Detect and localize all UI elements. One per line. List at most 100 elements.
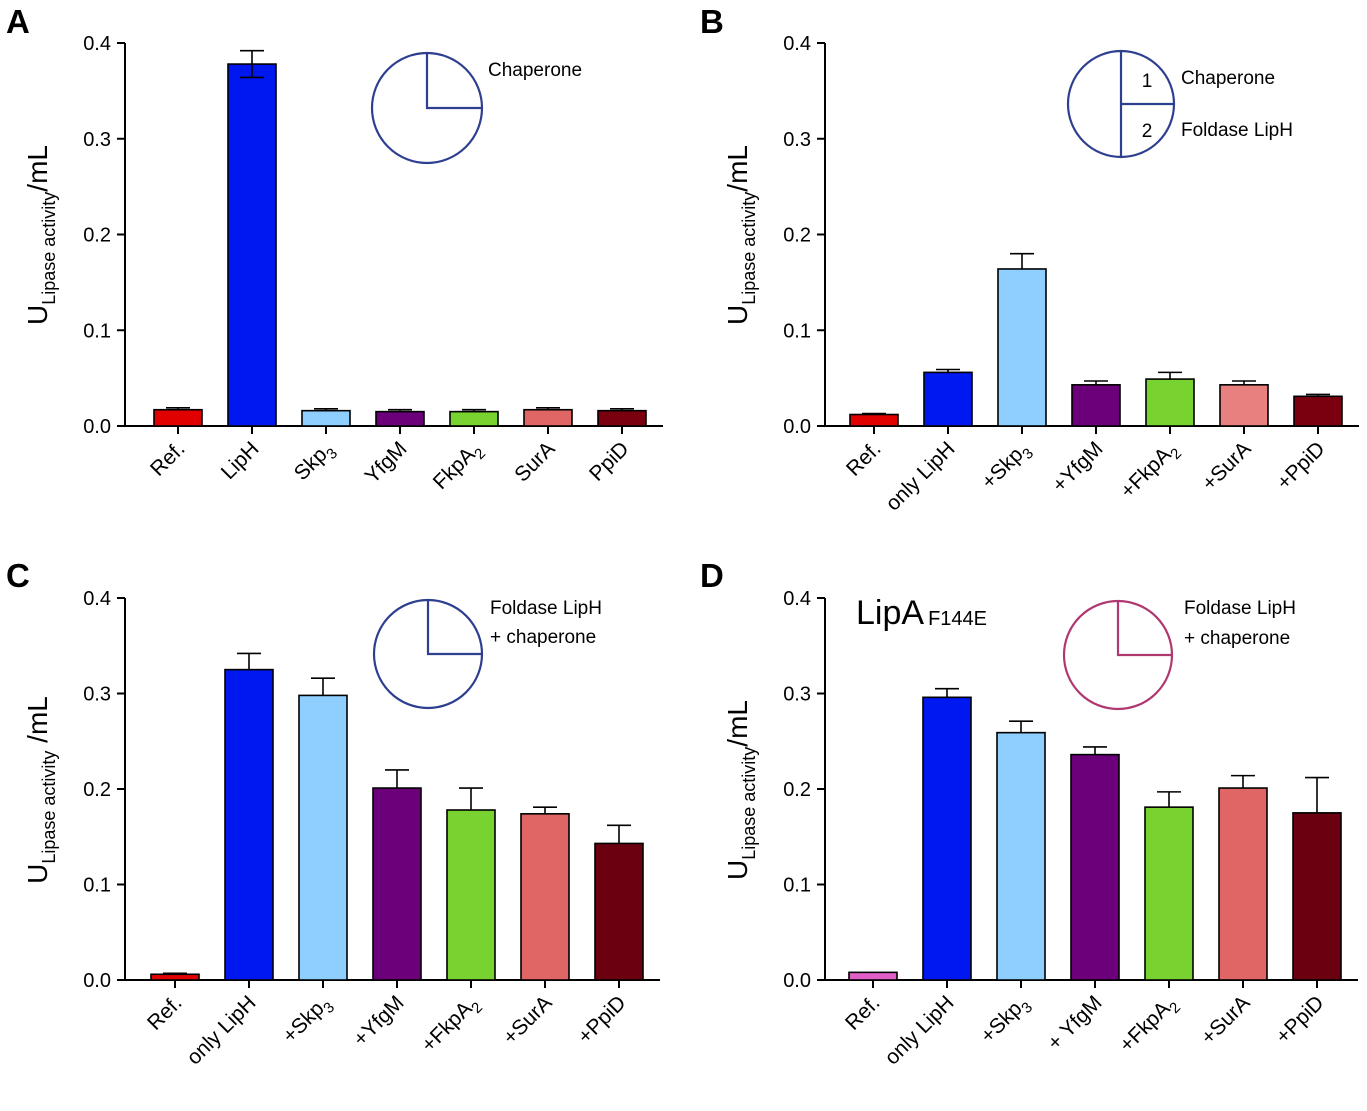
panel-label: C	[6, 557, 30, 594]
bar-7	[1293, 395, 1343, 427]
legend-label: Foldase LipH	[1181, 120, 1293, 141]
panel-label: B	[700, 3, 724, 40]
bar-4	[375, 410, 425, 427]
chart-panel-b: B 0.0 0.1 0.2 0.3 0.4 ULipase activity/mL Ref.o…	[700, 3, 1359, 515]
bar-4	[1070, 753, 1120, 981]
x-tick-label: +SurA	[1197, 991, 1255, 1049]
x-tick-label: Ref.	[841, 991, 884, 1034]
y-tick-label: 0.0	[83, 970, 111, 992]
bar-5	[446, 809, 496, 981]
bar-3	[996, 731, 1046, 981]
legend-label: Foldase LipH	[1184, 598, 1296, 619]
y-tick-label: 0.2	[83, 225, 111, 247]
bar-1	[153, 408, 203, 427]
bar-3	[298, 694, 348, 981]
x-tick-label: YfgM	[361, 437, 412, 488]
y-axis-label: ULipase activity/mL	[22, 145, 59, 325]
x-tick-label: + YfgM	[1043, 991, 1106, 1054]
y-tick-label: 0.1	[83, 875, 111, 897]
y-tick-label: 0.1	[783, 320, 811, 342]
x-tick-label: +YfgM	[1048, 437, 1108, 497]
panel-label: D	[700, 557, 724, 594]
y-tick-label: 0.2	[783, 225, 811, 247]
bar-1	[150, 973, 200, 981]
x-tick-label: +Skp3	[977, 437, 1037, 497]
bar-3	[301, 409, 351, 427]
legend-pie-slice	[425, 53, 482, 110]
x-tick-label: +PpiD	[1272, 437, 1329, 494]
y-tick-label: 0.1	[783, 875, 811, 897]
bar-2	[227, 63, 277, 427]
chart-panel-c: C 0.0 0.1 0.2 0.3 0.4 ULipase activity /mL Ref.…	[6, 557, 660, 1069]
legend-number: 2	[1142, 121, 1153, 142]
y-tick-label: 0.1	[83, 320, 111, 342]
bar-7	[597, 409, 647, 427]
y-axis-label: ULipase activity /mL	[22, 696, 59, 884]
y-tick-label: 0.0	[83, 416, 111, 438]
bar-4	[372, 787, 422, 981]
x-tick-label: +PpiD	[1271, 991, 1328, 1048]
y-tick-label: 0.3	[783, 129, 811, 151]
x-tick-label: +YfgM	[349, 991, 409, 1051]
bar-6	[520, 813, 570, 981]
bar-4	[1071, 384, 1121, 427]
x-tick-label: FkpA2	[429, 437, 489, 497]
bar-6	[523, 408, 573, 427]
bar-1	[848, 971, 898, 981]
chart-panel-d: D 0.0 0.1 0.2 0.3 0.4 ULipase activity/mL Ref.o…	[700, 557, 1358, 1069]
x-tick-label: +FkpA2	[1116, 437, 1185, 506]
x-tick-label: +FkpA2	[417, 991, 486, 1060]
y-tick-label: 0.4	[83, 588, 111, 610]
legend-label: + chaperone	[1184, 628, 1290, 649]
bar-6	[1219, 384, 1269, 427]
bar-5	[1144, 806, 1194, 981]
y-tick-label: 0.0	[783, 970, 811, 992]
x-tick-label: +SurA	[499, 991, 557, 1049]
bar-7	[1292, 812, 1342, 981]
y-tick-label: 0.3	[83, 684, 111, 706]
legend-label: + chaperone	[490, 627, 596, 648]
legend-label: Foldase LipH	[490, 598, 602, 619]
y-axis-label: ULipase activity/mL	[722, 700, 759, 880]
bar-1	[849, 413, 899, 427]
y-tick-label: 0.4	[83, 33, 111, 55]
y-tick-label: 0.3	[83, 129, 111, 151]
bar-5	[449, 410, 499, 427]
y-tick-label: 0.4	[783, 33, 811, 55]
legend-number: 1	[1142, 71, 1153, 92]
chart-title: LipA F144E	[856, 594, 987, 632]
x-tick-label: +FkpA2	[1115, 991, 1184, 1060]
x-tick-label: only LipH	[880, 991, 958, 1069]
bar-6	[1218, 787, 1268, 981]
x-tick-label: only LipH	[182, 991, 260, 1069]
legend-label: Chaperone	[488, 60, 582, 81]
x-tick-label: only LipH	[881, 437, 959, 515]
chart-panel-a: A 0.0 0.1 0.2 0.3 0.4 ULipase activity/mL Ref. L…	[6, 3, 663, 497]
bar-2	[923, 371, 973, 427]
x-tick-label: LipH	[217, 437, 264, 484]
bar-3	[997, 268, 1047, 427]
x-tick-label: PpiD	[585, 437, 633, 485]
y-tick-label: 0.0	[783, 416, 811, 438]
bar-5	[1145, 378, 1195, 427]
y-tick-label: 0.2	[83, 779, 111, 801]
bar-2	[922, 696, 972, 981]
legend-label: Chaperone	[1181, 68, 1275, 89]
x-tick-label: +PpiD	[573, 991, 630, 1048]
y-tick-label: 0.3	[783, 684, 811, 706]
bar-2	[224, 668, 274, 981]
legend-pie-slice	[1116, 601, 1172, 657]
x-tick-label: SurA	[510, 437, 559, 486]
y-tick-label: 0.2	[783, 779, 811, 801]
x-tick-label: Ref.	[842, 437, 885, 480]
y-axis-label: ULipase activity/mL	[722, 145, 759, 325]
legend-pie-slice	[426, 600, 482, 656]
panel-label: A	[6, 3, 30, 40]
x-tick-label: Ref.	[143, 991, 186, 1034]
bar-7	[594, 842, 644, 981]
x-tick-label: +Skp3	[976, 991, 1036, 1051]
x-tick-label: Skp3	[290, 437, 341, 488]
y-tick-label: 0.4	[783, 588, 811, 610]
x-tick-label: +SurA	[1198, 437, 1256, 495]
